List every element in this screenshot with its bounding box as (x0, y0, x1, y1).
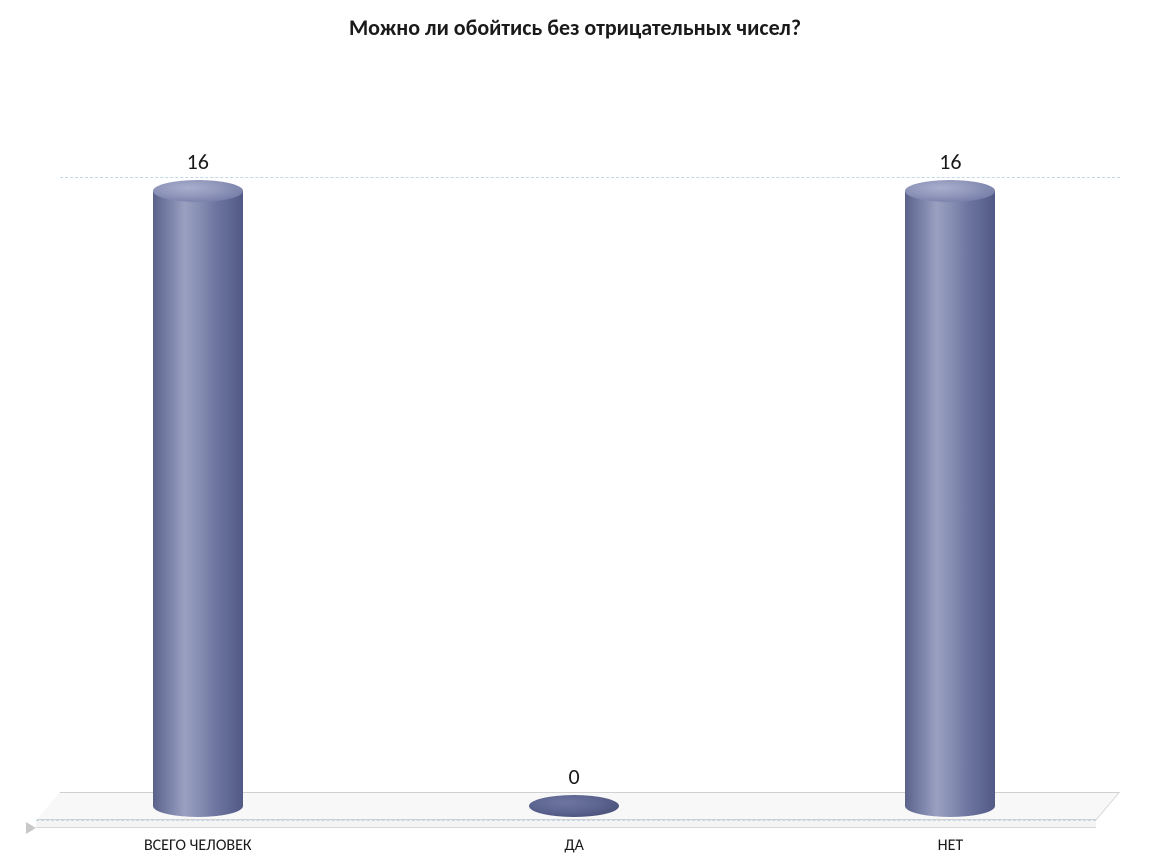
category-label-no: НЕТ (830, 836, 1070, 855)
chart-container: Можно ли обойтись без отрицательных чисе… (0, 0, 1150, 864)
bar-no-top (905, 180, 995, 202)
bar-no (905, 180, 995, 817)
bar-total-top (153, 180, 243, 202)
axis-marker-icon (26, 822, 36, 834)
chart-plot-area: 16 0 16 ВСЕГО ЧЕЛОВЕК ДА НЕТ (60, 60, 1120, 830)
chart-title: Можно ли обойтись без отрицательных чисе… (0, 14, 1150, 41)
value-label-yes: 0 (514, 763, 634, 790)
bar-total (153, 180, 243, 817)
bar-total-body (153, 191, 243, 806)
gridline-top (60, 177, 1120, 178)
gridline-base (36, 820, 1096, 821)
value-label-total: 16 (138, 148, 258, 175)
value-label-no: 16 (890, 148, 1010, 175)
bar-no-body (905, 191, 995, 806)
category-label-yes: ДА (454, 836, 694, 855)
category-label-total: ВСЕГО ЧЕЛОВЕК (78, 836, 318, 855)
chart-floor-front (36, 820, 1096, 828)
bar-yes-disk (529, 795, 619, 817)
